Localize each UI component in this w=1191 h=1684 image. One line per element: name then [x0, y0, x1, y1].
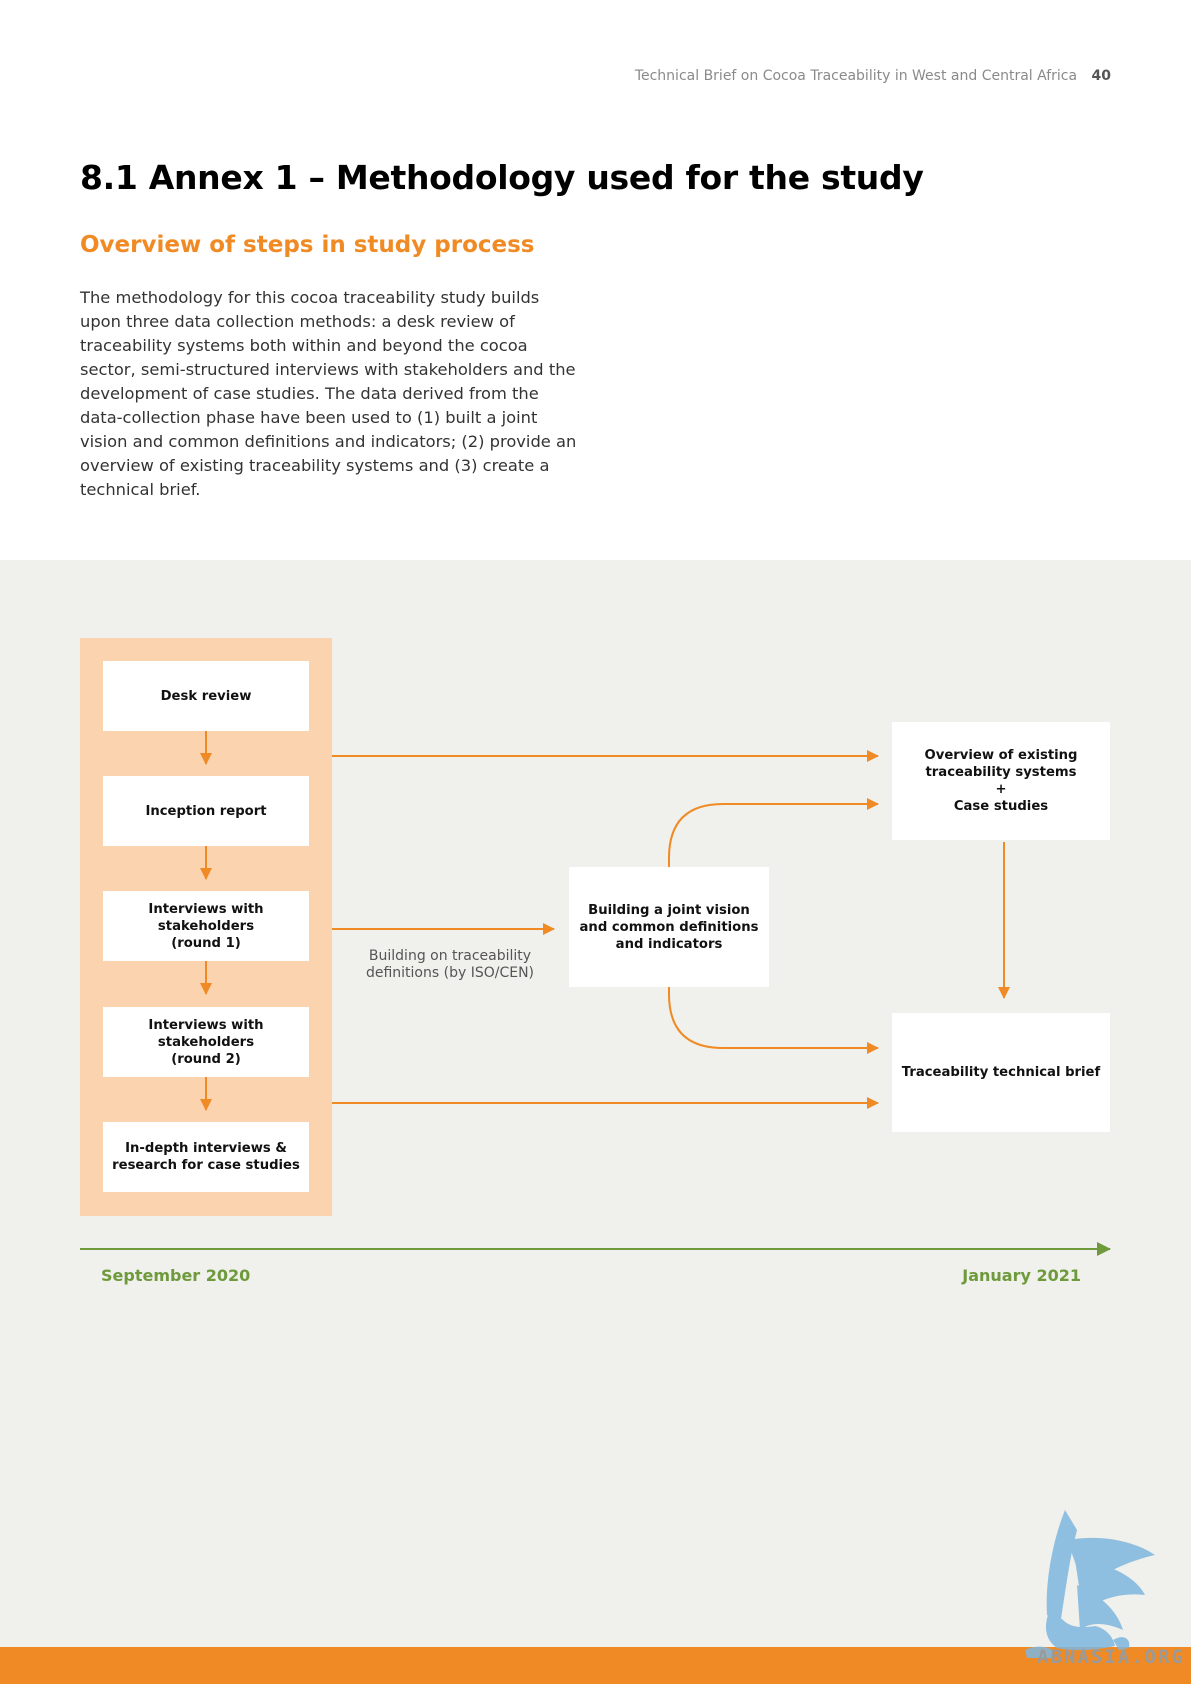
timeline-end-label: January 2021 — [962, 1266, 1081, 1285]
watermark-text: ABNASIA.ORG — [1037, 1646, 1185, 1668]
iso-cen-note: Building on traceability definitions (by… — [365, 948, 535, 981]
intro-paragraph: The methodology for this cocoa traceabil… — [80, 288, 577, 499]
griffin-logo-icon — [1025, 1510, 1155, 1658]
running-title: Technical Brief on Cocoa Traceability in… — [634, 68, 1078, 84]
arrow-joint-vision-to-brief — [668, 987, 879, 1054]
step-interviews-round-2: Interviews with stakeholders (round 2) — [103, 1007, 309, 1077]
step-interviews-round-1: Interviews with stakeholders (round 1) — [103, 891, 309, 961]
arrow-joint-vision-to-overview — [668, 798, 879, 867]
section-title: 8.1 Annex 1 – Methodology used for the s… — [80, 158, 924, 197]
overview-output-box: Overview of existing traceability system… — [892, 722, 1110, 840]
footer-bar — [0, 1647, 1191, 1684]
step-inception-report: Inception report — [103, 776, 309, 846]
joint-vision-box: Building a joint vision and common defin… — [569, 867, 769, 987]
page-number: 40 — [1091, 68, 1111, 84]
step-desk-review: Desk review — [103, 661, 309, 731]
timeline-start-label: September 2020 — [101, 1266, 251, 1285]
step-in-depth-interviews: In-depth interviews & research for case … — [103, 1122, 309, 1192]
technical-brief-box: Traceability technical brief — [892, 1013, 1110, 1132]
running-header: Technical Brief on Cocoa Traceability in… — [635, 68, 1111, 84]
section-subtitle: Overview of steps in study process — [80, 232, 535, 258]
